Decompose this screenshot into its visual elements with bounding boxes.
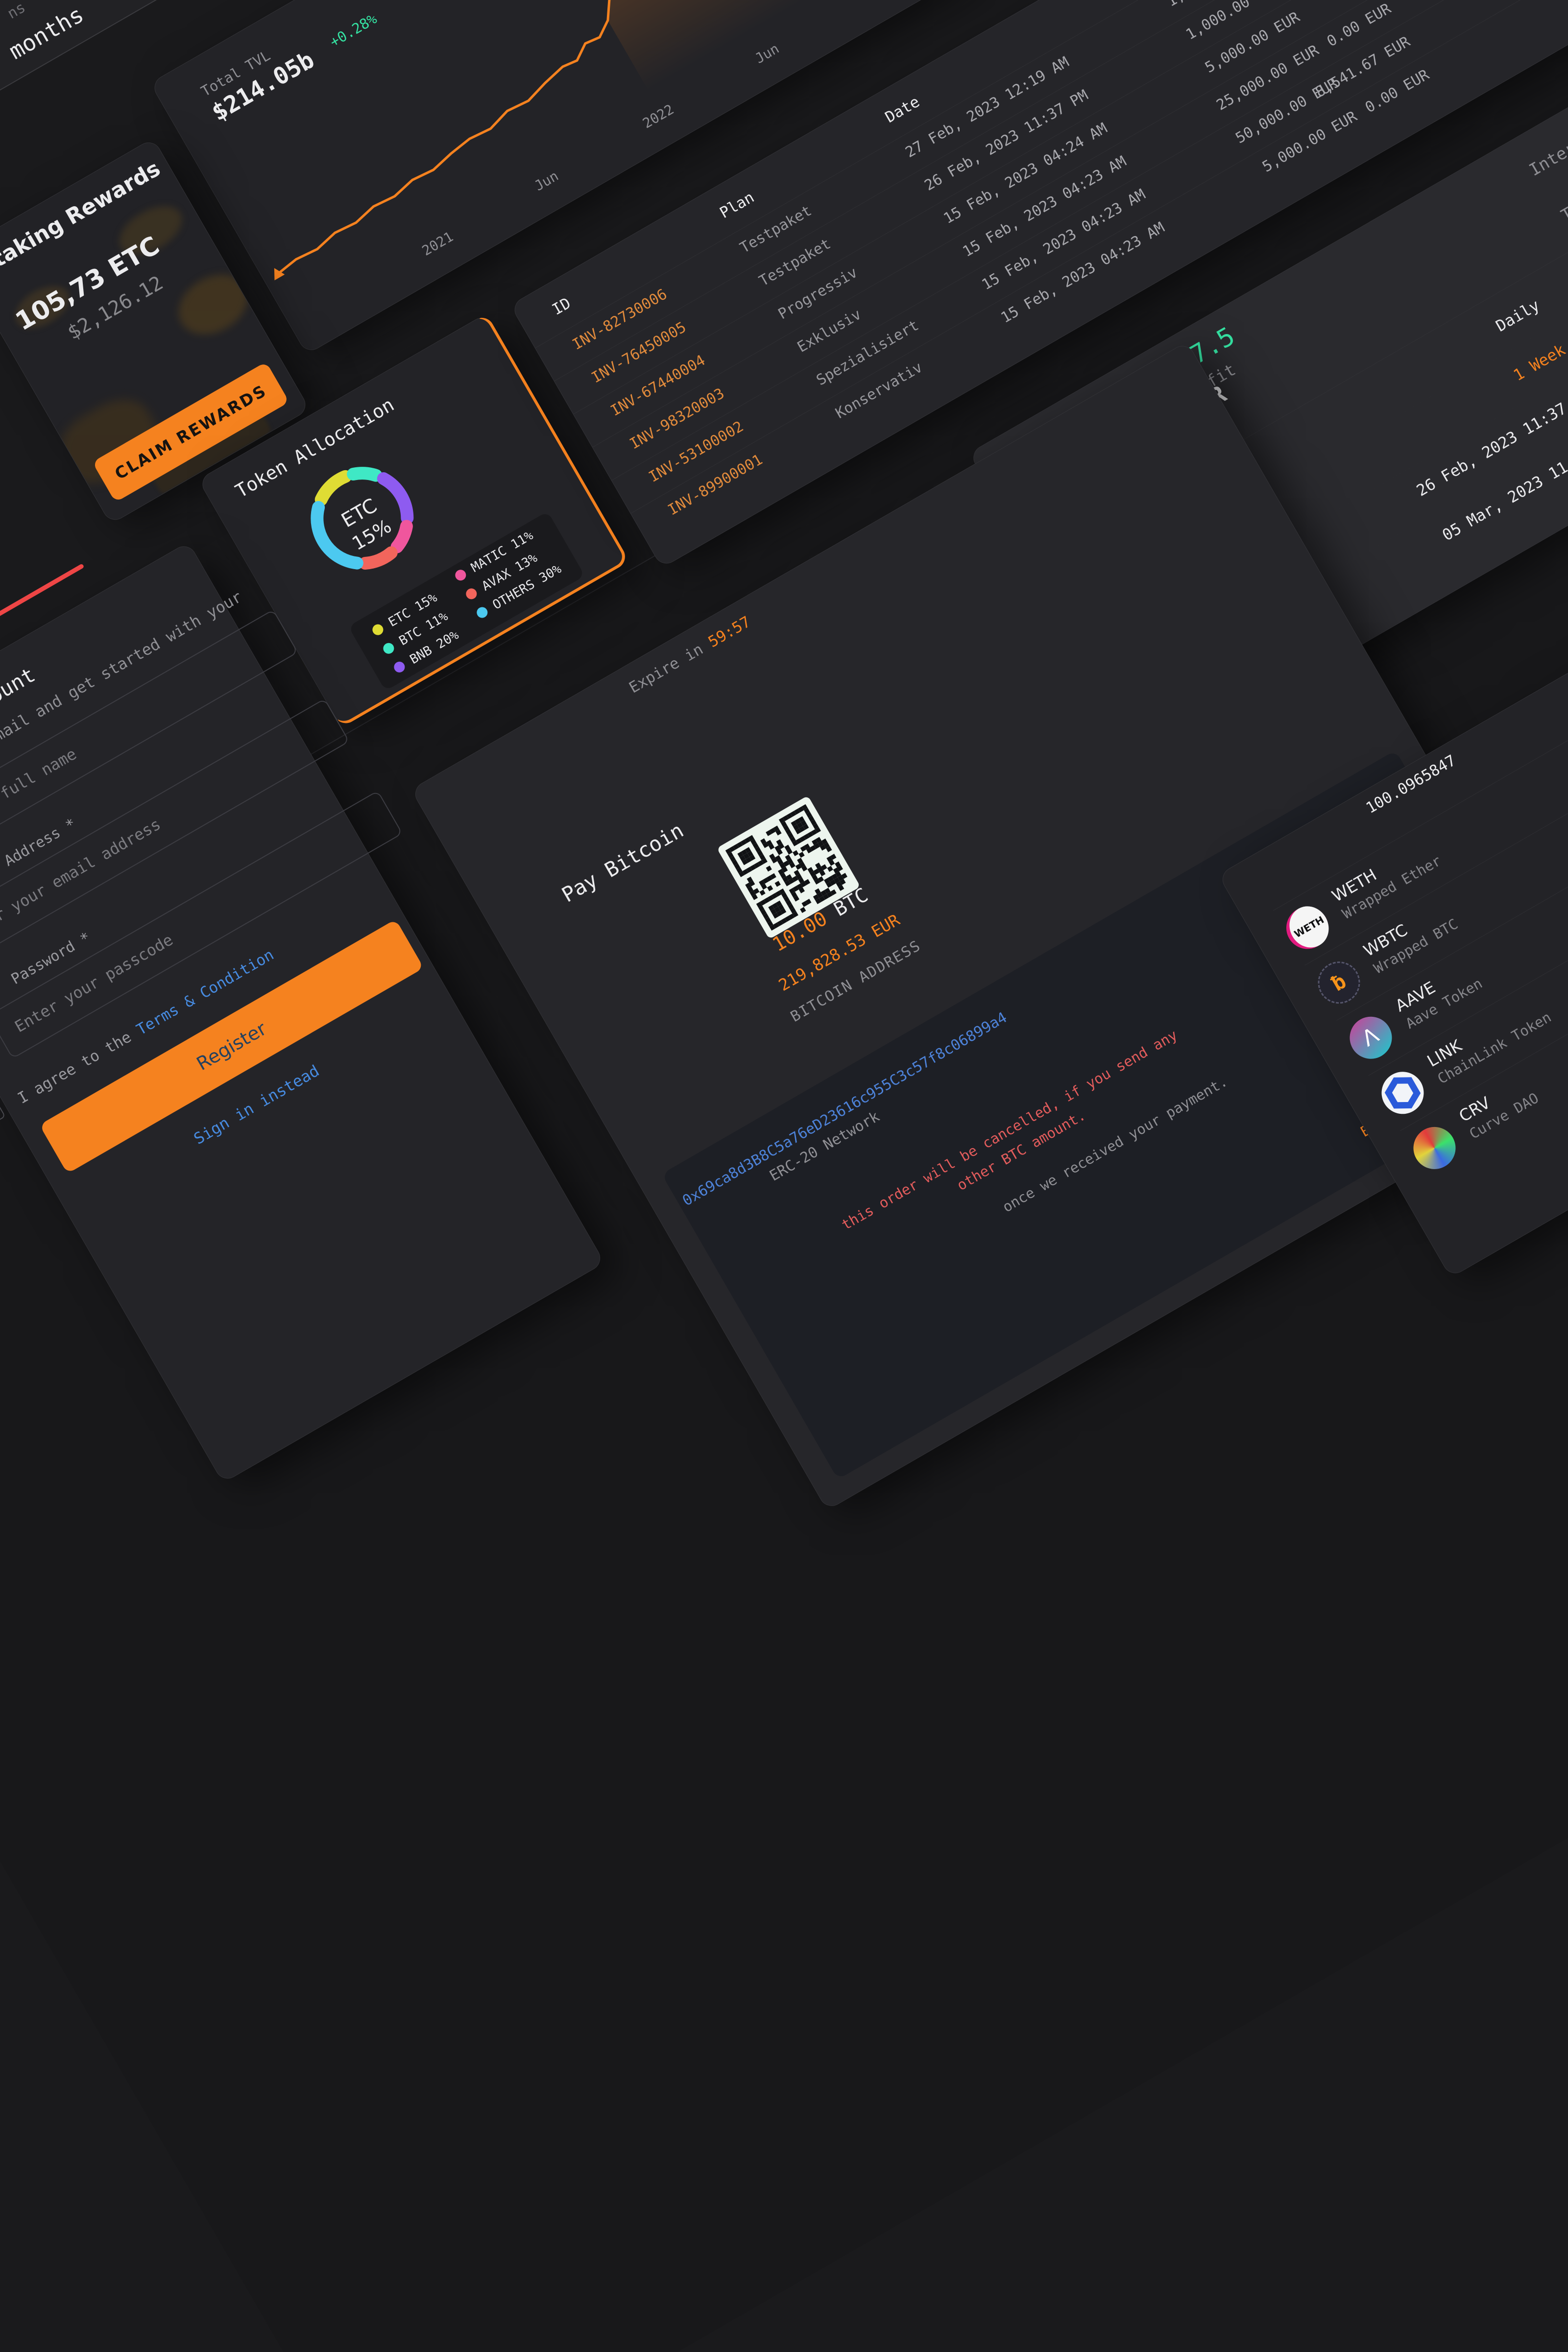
- legend-dot-bnb: [392, 659, 407, 674]
- tvl-line-chart: [274, 0, 965, 281]
- legend-dot-btc: [381, 641, 396, 656]
- pay-bitcoin-card: Expire in 59:57 Pay Bitcoin 10.00 BTC 21…: [410, 341, 1568, 1511]
- term-value-selected[interactable]: 1 Week: [1510, 340, 1568, 385]
- token-row-link[interactable]: LINK ChainLink Token: [1368, 689, 1568, 1131]
- x-tick-2022: 2022: [640, 101, 677, 132]
- tvl-chart-card: Total TVL $214.05b +0.28% 2021 Jun 2022 …: [150, 0, 1007, 355]
- coin-decoration: [168, 263, 259, 346]
- weth-icon: WETH: [1279, 899, 1336, 957]
- qr-code: [716, 795, 861, 939]
- legend-dot-matic: [453, 568, 468, 583]
- term-value: Daily: [1493, 295, 1543, 336]
- legend-dot-etc: [370, 622, 386, 637]
- expire-time: 59:57: [705, 613, 754, 651]
- col-header-date: Date: [882, 93, 923, 127]
- token-list-card: 100.0965847 WETH WETH Wrapped Ether 5 ƀ …: [1218, 458, 1568, 1278]
- pay-title: Pay Bitcoin: [557, 818, 688, 907]
- wbtc-icon: ƀ: [1310, 954, 1368, 1011]
- aave-icon: Λ: [1342, 1008, 1400, 1067]
- link-icon: [1374, 1064, 1432, 1122]
- x-tick-jun1: Jun: [531, 168, 561, 194]
- token-allocation-card: Token Allocation ETC 15% ETC 15% BTC 11%…: [197, 313, 630, 728]
- legend-dot-avax: [464, 586, 479, 601]
- col-header-id: ID: [549, 294, 574, 319]
- allocation-donut-chart: [311, 467, 414, 570]
- col-header-plan: Plan: [717, 188, 757, 222]
- x-tick-jun2: Jun: [752, 40, 782, 67]
- x-tick-2021: 2021: [419, 228, 456, 259]
- legend-dot-others: [475, 605, 490, 620]
- interest-col-header: Interest: [1526, 123, 1568, 180]
- total-col-header: Total: [1558, 183, 1568, 226]
- crv-icon: [1405, 1119, 1464, 1177]
